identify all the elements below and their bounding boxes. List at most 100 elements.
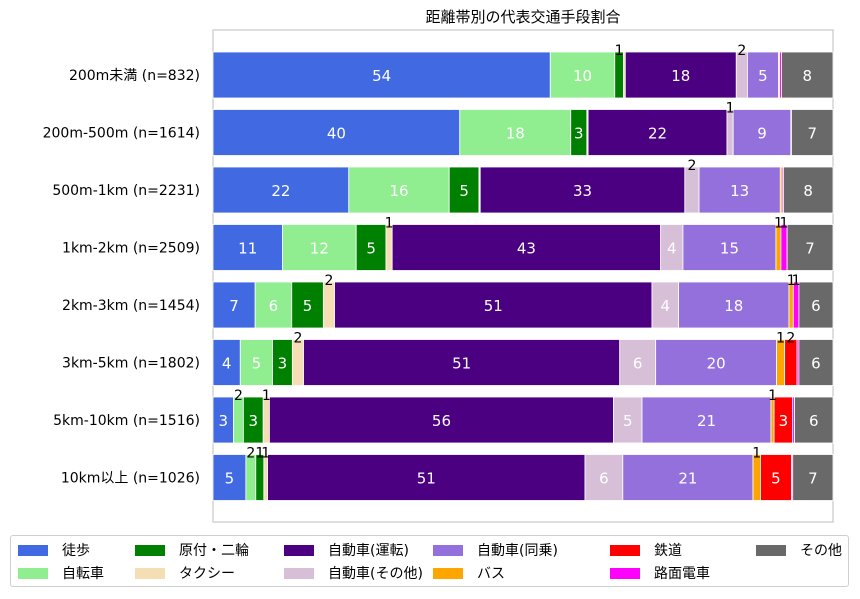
data-label: 10: [573, 67, 592, 85]
data-label: 4: [222, 355, 232, 373]
data-label-small: 2: [246, 446, 255, 462]
legend-item: バス: [433, 564, 505, 582]
legend-label: 自動車(同乗): [477, 543, 558, 559]
bar-segment: [786, 224, 834, 271]
legend-swatch: [18, 567, 48, 579]
legend-swatch: [610, 567, 640, 579]
data-label-small: 1: [787, 273, 796, 289]
legend-swatch: [756, 544, 786, 556]
legend-label: 自動車(その他): [328, 566, 423, 582]
bar-segment: [698, 166, 781, 214]
legend-item: 鉄道: [610, 541, 682, 559]
bar-segment: [584, 454, 624, 501]
bars-layer: [212, 51, 834, 501]
data-label: 51: [417, 470, 436, 488]
bar-segment: [303, 339, 621, 386]
data-label: 51: [452, 355, 471, 373]
legend: 徒歩 自転車 原付・二輪 タクシー 自動車(運転) 自動車(その他) 自動車(同乗) バス 鉄道…: [10, 535, 849, 587]
data-label-small: 1: [752, 446, 761, 462]
bar-segment: [678, 281, 790, 329]
legend-swatch: [135, 567, 165, 579]
bar-segment: [212, 281, 256, 329]
legend-swatch: [433, 544, 463, 556]
legend-swatch: [135, 544, 165, 556]
data-label: 3: [278, 355, 288, 373]
data-label-small: 1: [255, 446, 264, 462]
data-label-small: 2: [786, 331, 795, 347]
data-label: 7: [229, 297, 239, 315]
bar-segment: [212, 224, 283, 271]
data-label: 6: [633, 355, 643, 373]
data-label: 7: [808, 470, 818, 488]
data-label-small: 2: [687, 158, 696, 174]
data-label-small: 1: [780, 216, 789, 232]
data-label: 5: [225, 470, 235, 488]
data-label: 5: [366, 240, 376, 258]
legend-item: 自動車(その他): [284, 564, 423, 582]
bar-segment: [732, 109, 792, 156]
bar-segment: [479, 166, 686, 214]
data-label: 20: [707, 355, 726, 373]
bar-segment: [655, 339, 777, 386]
bar-segment: [792, 454, 834, 501]
legend-label: 原付・二輪: [179, 543, 249, 559]
bar-segment: [549, 51, 616, 99]
data-label: 5: [252, 355, 262, 373]
bar-segment: [791, 109, 834, 156]
y-tick-label: 500m-1km (n=2231): [52, 183, 200, 199]
legend-swatch: [284, 544, 314, 556]
data-label: 5: [623, 412, 633, 430]
data-label: 54: [372, 67, 391, 85]
data-label-small: 2: [737, 43, 746, 59]
data-label: 12: [310, 240, 329, 258]
data-label: 7: [807, 125, 817, 143]
data-label: 6: [809, 412, 819, 430]
bar-segment: [641, 396, 772, 444]
data-label-small: 2: [234, 388, 243, 404]
bar-segment: [781, 51, 834, 99]
y-tick-label: 5km-10km (n=1516): [53, 413, 200, 429]
legend-item: 自動車(同乗): [433, 541, 558, 559]
y-tick-label: 200m-500m (n=1614): [43, 126, 200, 142]
y-tick-label: 200m未満 (n=832): [69, 68, 200, 84]
data-label-small: 1: [768, 388, 777, 404]
data-label: 21: [678, 470, 697, 488]
data-label: 18: [671, 67, 690, 85]
data-label: 5: [771, 470, 781, 488]
data-label: 4: [667, 240, 677, 258]
bar-segment: [269, 396, 614, 444]
bar-segment: [622, 454, 754, 501]
data-label: 5: [459, 182, 469, 200]
data-label: 3: [218, 412, 228, 430]
legend-label: その他: [800, 543, 842, 559]
data-label: 9: [757, 125, 767, 143]
bar-segment: [783, 166, 834, 214]
chart-title: 距離帯別の代表交通手段割合: [425, 8, 620, 26]
data-label-small: 2: [293, 331, 302, 347]
bar-segment: [334, 281, 653, 329]
data-label: 6: [811, 297, 821, 315]
data-label-small: 1: [774, 216, 783, 232]
data-label: 21: [697, 412, 716, 430]
bar-segment: [212, 339, 241, 386]
data-label: 3: [779, 412, 789, 430]
y-tick-labels: 200m未満 (n=832) 200m-500m (n=1614) 500m-1km…: [43, 68, 200, 487]
data-label: 8: [803, 182, 813, 200]
legend-item: 原付・二輪: [135, 541, 249, 559]
data-label: 6: [599, 470, 609, 488]
data-label: 6: [811, 355, 821, 373]
legend-label: 自動車(運転): [328, 543, 409, 559]
data-label: 51: [484, 297, 503, 315]
data-label: 13: [730, 182, 749, 200]
data-label: 15: [720, 240, 739, 258]
data-label: 33: [573, 182, 592, 200]
legend-swatch: [18, 544, 48, 556]
bar-segment: [291, 281, 324, 329]
y-tick-label: 10km以上 (n=1026): [61, 471, 200, 487]
legend-item: 路面電車: [610, 564, 710, 582]
bar-segment: [212, 454, 247, 501]
legend-label: 路面電車: [654, 566, 710, 582]
